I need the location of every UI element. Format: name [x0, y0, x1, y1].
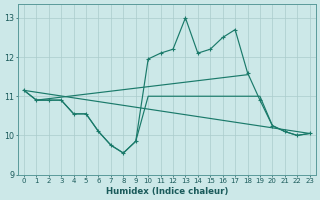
X-axis label: Humidex (Indice chaleur): Humidex (Indice chaleur): [106, 187, 228, 196]
